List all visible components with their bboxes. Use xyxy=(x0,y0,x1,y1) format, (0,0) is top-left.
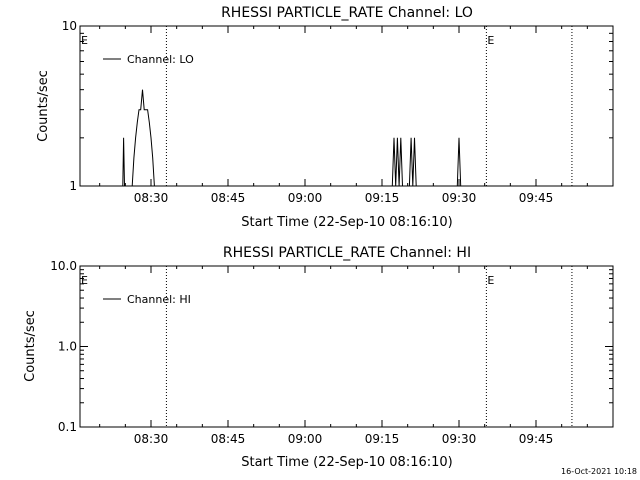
hi-x-axis-label: Start Time (22-Sep-10 08:16:10) xyxy=(241,455,452,470)
lo-event-marker: E xyxy=(487,34,494,47)
hi-event-marker: E xyxy=(81,274,88,287)
lo-legend-label: Channel: LO xyxy=(127,53,194,66)
hi-x-tick-label: 09:45 xyxy=(519,432,554,446)
lo-event-marker: E xyxy=(81,34,88,47)
lo-x-axis-label: Start Time (22-Sep-10 08:16:10) xyxy=(241,215,452,230)
hi-legend-label: Channel: HI xyxy=(127,293,191,306)
hi-x-tick-label: 08:45 xyxy=(211,432,246,446)
hi-y-tick-label: 10.0 xyxy=(50,259,77,273)
lo-x-tick-label: 09:45 xyxy=(519,191,554,205)
lo-series-line xyxy=(121,89,462,187)
lo-channel-panel: RHESSI PARTICLE_RATE Channel: LO Counts/… xyxy=(36,5,614,230)
lo-x-tick-label: 09:30 xyxy=(442,191,477,205)
generation-timestamp: 16-Oct-2021 10:18 xyxy=(561,467,637,476)
hi-y-tick-label: 0.1 xyxy=(58,420,77,434)
hi-x-tick-label: 09:30 xyxy=(442,432,477,446)
hi-y-tick-label: 1.0 xyxy=(58,340,77,354)
hi-x-tick-label: 09:00 xyxy=(288,432,323,446)
hi-plot-frame xyxy=(79,265,614,428)
lo-y-tick-label: 1 xyxy=(69,179,77,193)
hi-event-marker: E xyxy=(487,274,494,287)
lo-plot-frame xyxy=(79,25,614,187)
hi-chart-title: RHESSI PARTICLE_RATE Channel: HI xyxy=(223,245,471,261)
hi-y-axis-label: Counts/sec xyxy=(23,310,38,382)
lo-chart-title: RHESSI PARTICLE_RATE Channel: LO xyxy=(221,5,473,21)
hi-x-tick-label: 08:30 xyxy=(134,432,169,446)
lo-x-tick-label: 08:45 xyxy=(211,191,246,205)
lo-x-tick-label: 08:30 xyxy=(134,191,169,205)
lo-y-tick-label: 10 xyxy=(62,19,77,33)
lo-x-tick-label: 09:00 xyxy=(288,191,323,205)
lo-x-tick-label: 09:15 xyxy=(365,191,400,205)
hi-x-tick-label: 09:15 xyxy=(365,432,400,446)
hi-channel-panel: RHESSI PARTICLE_RATE Channel: HI Counts/… xyxy=(23,245,614,470)
lo-y-axis-label: Counts/sec xyxy=(36,70,51,142)
